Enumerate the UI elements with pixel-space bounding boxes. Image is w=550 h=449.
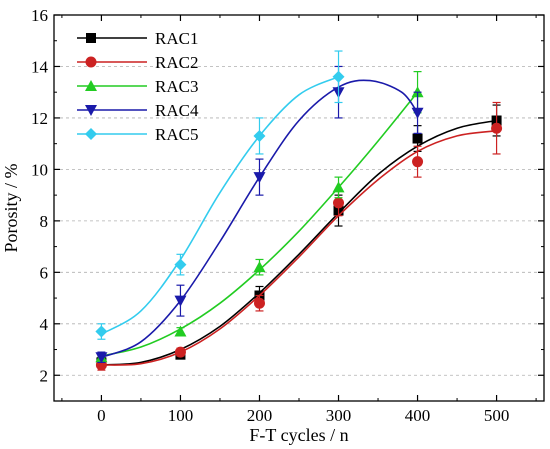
data-point-rac5 <box>174 258 187 271</box>
series-rac4 <box>95 65 424 364</box>
y-tick-label: 14 <box>31 57 49 76</box>
data-point-rac2 <box>491 122 503 134</box>
y-tick-label: 8 <box>40 212 49 231</box>
y-axis-title: Porosity / % <box>1 163 21 252</box>
legend-label: RAC4 <box>155 101 199 120</box>
plot-frame <box>53 14 545 402</box>
data-point-rac2 <box>253 297 265 309</box>
legend-item-rac1: RAC1 <box>77 29 198 48</box>
data-point-rac4 <box>174 295 187 307</box>
grid <box>54 66 544 376</box>
data-point-rac3 <box>332 181 345 193</box>
legend-marker <box>85 128 97 140</box>
x-axis-title: F-T cycles / n <box>249 425 348 445</box>
data-point-rac3 <box>253 261 266 273</box>
fit-line-rac5 <box>100 76 339 335</box>
data-point-rac4 <box>253 172 266 184</box>
fit-line-rac4 <box>101 79 419 359</box>
legend-marker <box>85 80 97 91</box>
fit-line-rac2 <box>101 130 497 366</box>
data-point-rac1 <box>412 133 423 144</box>
series-rac5 <box>95 50 345 340</box>
y-tick-label: 4 <box>40 315 49 334</box>
y-tick-label: 6 <box>40 263 49 282</box>
legend-marker <box>85 105 97 116</box>
data-point-rac2 <box>174 346 186 358</box>
data-point-rac4 <box>95 352 108 364</box>
legend-marker <box>85 56 97 68</box>
legend-item-rac3: RAC3 <box>77 77 198 96</box>
data-point-rac3 <box>174 325 187 337</box>
x-tick-label: 400 <box>405 406 431 425</box>
x-tick-label: 500 <box>484 406 510 425</box>
series-layer <box>95 50 503 371</box>
x-tick-label: 300 <box>326 406 352 425</box>
legend-label: RAC2 <box>155 53 198 72</box>
fit-line-rac1 <box>101 119 497 366</box>
x-tick-label: 200 <box>247 406 273 425</box>
data-point-rac5 <box>332 70 345 83</box>
legend-label: RAC5 <box>155 125 198 144</box>
y-tick-label: 16 <box>31 6 48 25</box>
legend-item-rac4: RAC4 <box>77 101 199 120</box>
legend-label: RAC3 <box>155 77 198 96</box>
series-rac3 <box>95 71 424 363</box>
y-tick-label: 12 <box>31 109 48 128</box>
x-tick-label: 100 <box>168 406 194 425</box>
data-point-rac2 <box>333 197 345 209</box>
data-point-rac5 <box>253 129 266 142</box>
legend-item-rac2: RAC2 <box>77 53 198 72</box>
y-tick-label: 2 <box>40 366 49 385</box>
data-point-rac2 <box>412 156 424 168</box>
legend-marker <box>86 33 96 43</box>
x-tick-label: 0 <box>97 406 106 425</box>
legend: RAC1 RAC2 RAC3 RAC4 RAC5 <box>77 29 199 144</box>
legend-item-rac5: RAC5 <box>77 125 198 144</box>
y-tick-label: 10 <box>31 160 48 179</box>
data-point-rac4 <box>411 107 424 119</box>
legend-label: RAC1 <box>155 29 198 48</box>
data-point-rac5 <box>95 325 108 338</box>
axes: 2 4 6 8 10 12 14 16 0 100 200 300 400 500 <box>31 6 544 425</box>
